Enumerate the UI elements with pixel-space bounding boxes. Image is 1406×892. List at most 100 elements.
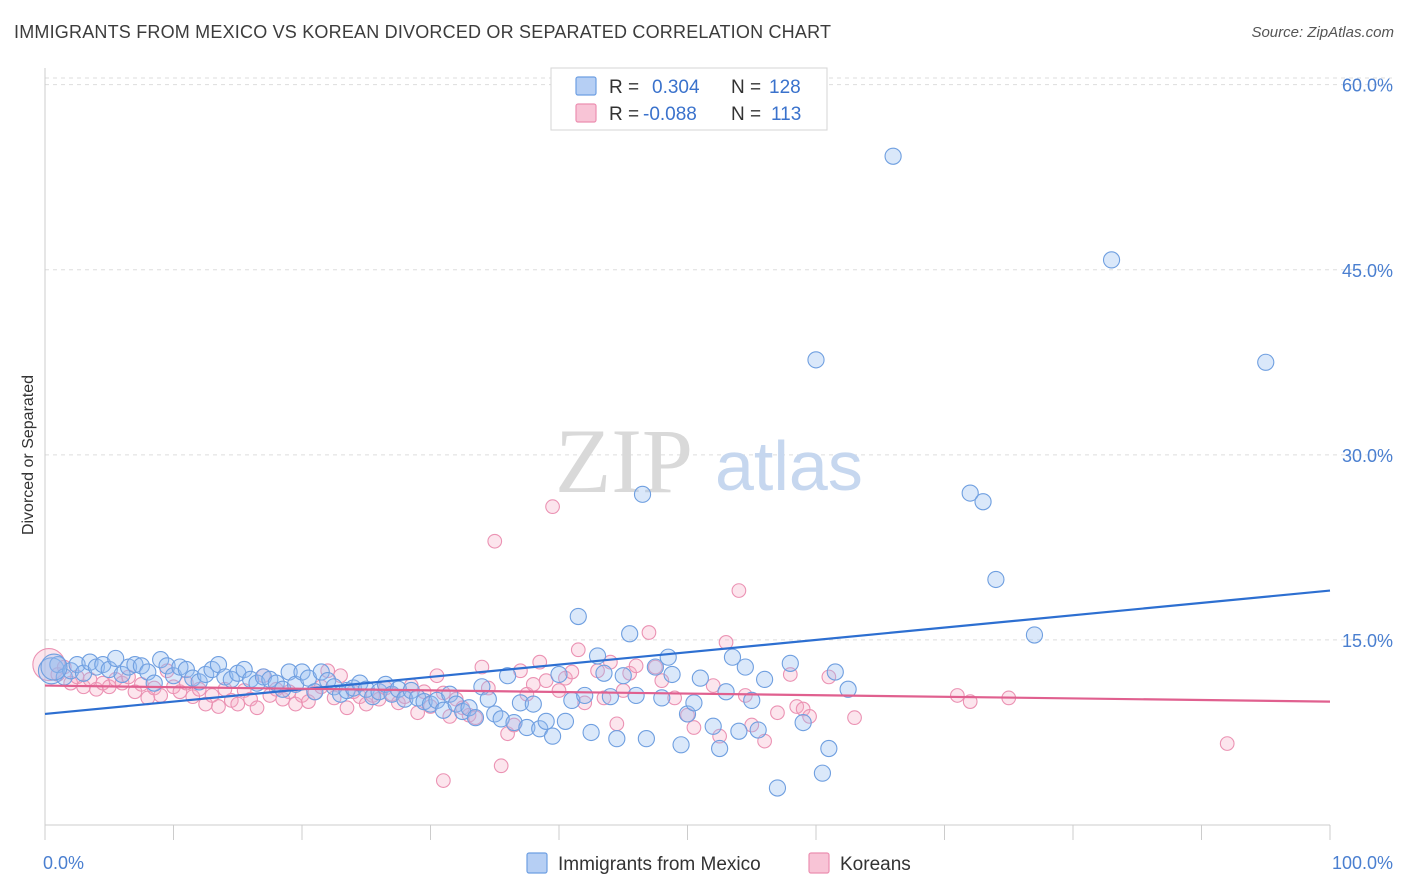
point-mexico-104 — [717, 683, 735, 701]
point-mexico-41 — [306, 683, 324, 701]
point-mexico-109 — [749, 721, 767, 739]
point-mexico-110 — [755, 670, 774, 689]
point-koreans-96 — [686, 720, 702, 735]
point-mexico-16 — [145, 674, 163, 692]
chart-title: IMMIGRANTS FROM MEXICO VS KOREAN DIVORCE… — [14, 22, 832, 42]
stats-r-label-2: R = — [609, 104, 639, 125]
axes — [44, 68, 1331, 840]
point-mexico-30 — [235, 660, 253, 679]
trend-line-mexico — [44, 589, 1331, 716]
point-mexico-103 — [711, 739, 729, 758]
point-mexico-117 — [826, 663, 844, 681]
series-legend-label-koreans: Koreans — [840, 854, 911, 875]
point-mexico-115 — [813, 764, 832, 782]
point-mexico-122 — [987, 570, 1005, 589]
series-legend: Immigrants from Mexico Koreans — [526, 852, 911, 875]
trend-lines — [44, 589, 1331, 716]
y-axis-label: Divorced or Separated — [20, 375, 37, 535]
point-koreans-46 — [339, 700, 355, 716]
point-mexico-17 — [152, 651, 170, 669]
point-koreans-97 — [705, 678, 721, 693]
data-points — [32, 147, 1275, 797]
point-mexico-0 — [37, 657, 65, 685]
point-mexico-88 — [608, 730, 626, 748]
point-mexico-9 — [100, 660, 118, 679]
point-mexico-111 — [768, 779, 787, 797]
point-mexico-66 — [466, 709, 485, 727]
stats-r-value-1: 0.304 — [652, 77, 700, 98]
point-koreans-110 — [847, 710, 862, 726]
point-mexico-99 — [678, 705, 697, 723]
point-koreans-75 — [525, 676, 541, 692]
series-legend-swatch-mexico — [526, 852, 548, 874]
point-mexico-15 — [139, 663, 157, 681]
point-mexico-105 — [723, 648, 742, 666]
point-mexico-83 — [576, 686, 594, 705]
stats-legend-box — [550, 67, 828, 131]
point-mexico-78 — [543, 727, 562, 745]
point-mexico-94 — [646, 658, 664, 676]
point-mexico-107 — [736, 658, 754, 676]
point-mexico-112 — [781, 654, 799, 672]
point-mexico-18 — [158, 657, 176, 675]
point-mexico-21 — [177, 660, 195, 679]
point-mexico-68 — [479, 690, 497, 708]
point-koreans-87 — [609, 716, 625, 732]
point-koreans-111 — [949, 688, 965, 703]
point-mexico-74 — [518, 718, 536, 737]
point-koreans-67 — [474, 659, 490, 675]
point-mexico-91 — [627, 686, 645, 705]
point-mexico-100 — [685, 694, 703, 712]
watermark-atlas: atlas — [715, 427, 863, 505]
point-koreans-77 — [538, 673, 554, 689]
point-koreans-72 — [506, 717, 522, 733]
point-mexico-82 — [569, 607, 587, 626]
point-mexico-96 — [659, 648, 677, 666]
point-mexico-70 — [492, 710, 510, 728]
point-mexico-75 — [524, 695, 542, 713]
point-koreans-32 — [249, 700, 265, 716]
point-koreans-108 — [802, 709, 817, 724]
point-koreans-26 — [211, 699, 226, 714]
point-mexico-77 — [537, 712, 555, 730]
point-koreans-104 — [770, 705, 785, 721]
point-koreans-81 — [564, 664, 580, 680]
stats-n-value-2: 113 — [771, 104, 801, 125]
point-mexico-87 — [601, 688, 620, 706]
point-mexico-42 — [312, 663, 330, 681]
point-mexico-72 — [505, 713, 523, 732]
point-mexico-116 — [820, 739, 838, 758]
point-koreans-98 — [712, 728, 727, 744]
stats-n-label-1: N = — [731, 77, 761, 98]
y-tick-label-15: 15.0% — [1342, 631, 1393, 651]
point-mexico-79 — [550, 665, 568, 684]
point-mexico-92 — [633, 485, 652, 503]
point-mexico-101 — [691, 669, 709, 687]
point-mexico-106 — [730, 722, 748, 740]
point-koreans-82 — [570, 642, 586, 658]
x-tick-label-min: 0.0% — [43, 853, 84, 873]
point-koreans-91 — [641, 625, 657, 640]
point-mexico-123 — [1025, 626, 1044, 644]
y-tick-label-60: 60.0% — [1342, 76, 1393, 96]
point-koreans-93 — [654, 673, 670, 689]
stats-n-value-1: 128 — [769, 77, 801, 98]
point-mexico-113 — [794, 713, 812, 732]
point-koreans-69 — [487, 533, 503, 549]
source-credit: Source: ZipAtlas.com — [1251, 24, 1394, 41]
point-koreans-115 — [435, 773, 451, 788]
point-mexico-13 — [126, 655, 144, 674]
point-mexico-14 — [132, 657, 150, 675]
point-mexico-114 — [807, 351, 825, 369]
stats-legend: R = 0.304 N = 128 R = -0.088 N = 113 — [550, 67, 828, 131]
point-koreans-92 — [648, 659, 663, 675]
point-mexico-108 — [743, 691, 761, 709]
point-koreans-90 — [628, 658, 644, 674]
point-koreans-114 — [1219, 736, 1235, 751]
point-mexico-98 — [672, 736, 690, 754]
stats-legend-swatch-blue — [575, 76, 597, 96]
point-mexico-119 — [884, 147, 902, 165]
stats-legend-swatch-pink — [575, 103, 597, 123]
series-legend-swatch-koreans — [808, 852, 830, 874]
